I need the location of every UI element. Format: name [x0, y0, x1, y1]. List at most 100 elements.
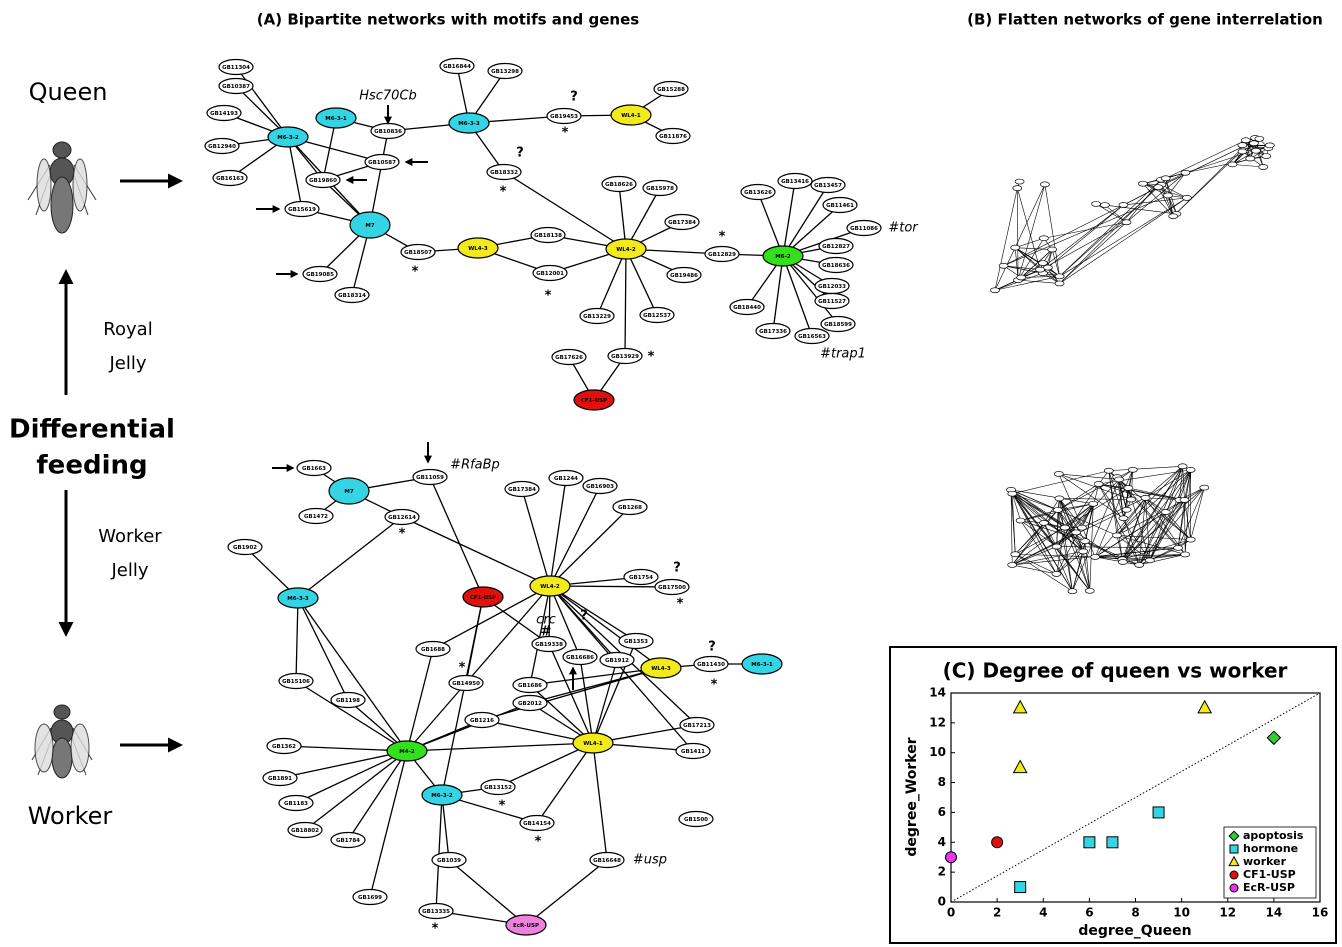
legend-label: worker: [1243, 855, 1287, 868]
flat-node: [991, 288, 1000, 293]
annotation: *: [711, 678, 718, 693]
node-label: GB1688: [421, 647, 445, 653]
node-label: GB11086: [850, 226, 878, 232]
legend-marker: [1230, 884, 1238, 892]
node-label: GB13335: [422, 909, 450, 915]
node-label: GB18507: [404, 250, 432, 256]
flat-node: [1161, 510, 1170, 515]
flat-node: [1181, 170, 1190, 175]
node-label: GB12827: [822, 244, 850, 250]
node-label: GB1039: [437, 858, 461, 864]
x-tick-label: 6: [1085, 906, 1093, 920]
node-label: WL4-1: [621, 113, 641, 119]
annotation: *: [499, 799, 506, 814]
annotation: *: [719, 230, 726, 245]
node-label: CF1-USP: [470, 595, 496, 601]
node-label: GB13152: [484, 785, 512, 791]
flat-node: [1115, 477, 1124, 482]
flat-node: [1017, 275, 1026, 280]
y-tick-label: 0: [938, 895, 946, 909]
node-label: WL4-3: [651, 666, 671, 672]
flat-node: [1164, 193, 1173, 198]
flat-node: [1015, 179, 1024, 184]
edge: [550, 507, 630, 586]
node-label: GB14950: [452, 681, 480, 687]
node-label: GB10587: [368, 160, 396, 166]
data-point: [992, 837, 1003, 848]
annotation: #usp: [633, 853, 667, 868]
flat-node: [1182, 195, 1191, 200]
node-label: GB18440: [733, 305, 761, 311]
node-label: GB2012: [518, 701, 542, 707]
flat-node: [1262, 154, 1271, 159]
y-tick-label: 2: [938, 865, 946, 879]
x-tick-label: 8: [1131, 906, 1139, 920]
flat-node: [1119, 202, 1128, 207]
node-label: GB15619: [288, 207, 316, 213]
node-label: GB11430: [697, 662, 725, 668]
flat-edge: [1040, 205, 1123, 270]
node-label: GB1912: [605, 658, 629, 664]
node-label: GB14154: [523, 821, 551, 827]
flat-node: [1127, 497, 1136, 502]
node-label: GB1198: [336, 698, 360, 704]
flat-node: [1048, 247, 1057, 252]
edge: [526, 860, 607, 925]
feeding-label: feeding: [36, 451, 147, 481]
chart-title: (C) Degree of queen vs worker: [943, 659, 1288, 683]
nodes: GB11304GB10387GB14193GB12940GB16163M6-3-…: [205, 59, 919, 937]
node-label: EcR-USP: [513, 923, 539, 929]
node-label: GB11059: [416, 475, 444, 481]
edge: [370, 751, 407, 897]
annotation: *: [562, 126, 569, 141]
flat-node: [1092, 201, 1101, 206]
edge: [783, 181, 795, 256]
flat-node: [1016, 518, 1025, 523]
flat-node: [1079, 549, 1088, 554]
node-label: GB16903: [586, 484, 614, 490]
node-label: GB12033: [818, 284, 846, 290]
x-tick-label: 14: [1266, 906, 1283, 920]
flat-node: [1100, 203, 1109, 208]
data-point: [1015, 882, 1026, 893]
node-label: GB15978: [646, 186, 674, 192]
annotation: *: [648, 350, 655, 365]
node-label: M6-2: [775, 254, 791, 260]
flat-node: [1141, 495, 1150, 500]
node-label: GB19338: [535, 642, 563, 648]
node-label: GB1183: [284, 801, 308, 807]
node-label: GB16563: [798, 334, 826, 340]
node-label: GB17500: [658, 585, 686, 591]
annotation: #RfaBp: [450, 458, 500, 473]
chart-frame: [890, 647, 1336, 943]
flat-node: [1265, 143, 1274, 148]
node-label: M4-2: [399, 749, 415, 755]
flat-node: [1055, 496, 1064, 501]
node-label: GB1268: [618, 505, 642, 511]
node-label: GB18332: [490, 170, 518, 176]
node-label: GB13457: [814, 183, 842, 189]
flat-node: [1008, 562, 1017, 567]
node-label: GB13229: [583, 314, 611, 320]
flat-node: [1238, 149, 1247, 154]
node-label: GB11461: [826, 203, 854, 209]
worker-jelly-label: Worker: [98, 526, 162, 547]
annotation: *: [459, 661, 466, 676]
flat-node: [1180, 497, 1189, 502]
edge: [288, 137, 302, 209]
x-tick-label: 0: [947, 906, 955, 920]
queen-bee-illustration: [28, 142, 96, 233]
flat-node: [1011, 245, 1020, 250]
edge: [625, 249, 626, 356]
flat-edge: [1065, 488, 1129, 528]
node-label: GB12829: [708, 252, 736, 258]
flat-node: [1078, 525, 1087, 530]
jelly-label: Jelly: [108, 353, 146, 374]
node-label: M7: [365, 223, 374, 229]
node-label: WL4-2: [540, 584, 560, 590]
node-label: M6-3-2: [431, 793, 453, 799]
worker-label: Worker: [28, 802, 113, 830]
flat-node: [1052, 544, 1061, 549]
node-label: GB18802: [291, 828, 319, 834]
flat-node: [1249, 141, 1258, 146]
